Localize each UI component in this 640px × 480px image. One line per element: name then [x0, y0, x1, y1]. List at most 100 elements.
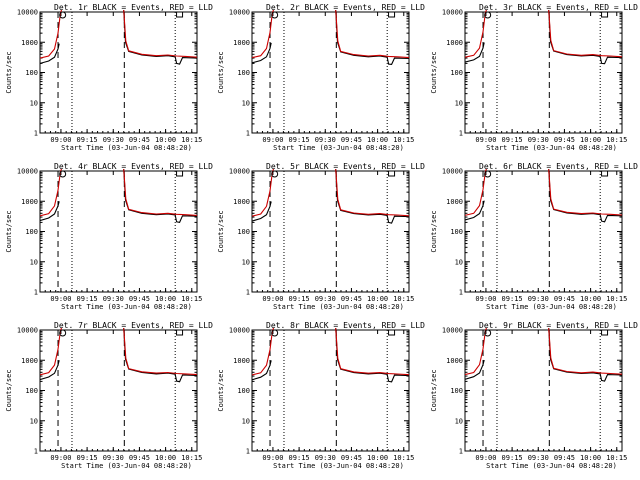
lld-series-line [548, 10, 622, 58]
y-tick-label: 100 [237, 69, 250, 77]
events-series-line [465, 42, 485, 63]
events-series-line [252, 360, 272, 381]
y-tick-label: 100 [25, 387, 38, 395]
top-circle-marker [59, 11, 67, 19]
y-tick-label: 10000 [17, 168, 38, 176]
x-tick-label: 09:45 [554, 295, 575, 303]
x-tick-label: 09:45 [554, 136, 575, 144]
chart-panel-2: Det. 2r BLACK = Events, RED = LLD 1 10 100 1… [217, 3, 425, 152]
x-tick-label: 09:00 [475, 295, 496, 303]
chart-panel-8: Det. 8r BLACK = Events, RED = LLD 1 10 100 1… [217, 321, 425, 470]
x-tick-label: 09:30 [103, 136, 124, 144]
chart-panel-9: Det. 9r BLACK = Events, RED = LLD 1 10 100 1… [430, 321, 638, 470]
lld-series-line [335, 169, 409, 217]
x-tick-label: 09:45 [554, 454, 575, 462]
plot-frame [39, 329, 198, 452]
y-tick-label: 1000 [233, 39, 250, 47]
x-tick-label: 09:15 [77, 454, 98, 462]
x-tick-label: 09:30 [315, 136, 336, 144]
series-group [252, 169, 409, 224]
y-tick-label: 1000 [233, 357, 250, 365]
y-tick-label: 1 [459, 448, 463, 456]
events-series-line [40, 43, 60, 64]
x-tick-label: 09:45 [341, 295, 362, 303]
x-tick-label: 09:30 [315, 295, 336, 303]
x-axis-label: Start Time (03-Jun-04 08:48:20) [273, 462, 404, 470]
x-tick-label: 10:00 [155, 136, 176, 144]
y-tick-label: 10 [242, 99, 250, 107]
y-tick-label: 100 [237, 228, 250, 236]
x-tick-label: 10:15 [606, 295, 627, 303]
x-tick-label: 09:45 [129, 454, 150, 462]
x-tick-label: 10:15 [606, 136, 627, 144]
x-tick-label: 09:00 [50, 454, 71, 462]
lld-series-line [548, 328, 622, 375]
x-axis-label: Start Time (03-Jun-04 08:48:20) [486, 144, 617, 152]
top-square-marker [176, 171, 184, 177]
y-tick-label: 10 [242, 258, 250, 266]
y-tick-label: 100 [450, 228, 463, 236]
x-tick-label: 10:00 [580, 136, 601, 144]
y-tick-label: 10 [455, 258, 463, 266]
y-tick-label: 10000 [17, 327, 38, 335]
y-tick-label: 1000 [446, 39, 463, 47]
x-axis-label: Start Time (03-Jun-04 08:48:20) [61, 144, 192, 152]
y-tick-label: 10000 [229, 327, 250, 335]
y-tick-label: 10 [30, 99, 38, 107]
x-tick-label: 09:45 [129, 295, 150, 303]
y-tick-label: 10000 [442, 327, 463, 335]
top-square-marker [176, 12, 184, 18]
top-circle-marker [59, 170, 67, 178]
x-tick-label: 09:45 [341, 454, 362, 462]
chart-title: Det. 5r BLACK = Events, RED = LLD [266, 162, 425, 171]
series-group [465, 10, 622, 65]
y-axis-label: Counts/sec [5, 51, 13, 93]
y-tick-label: 10 [30, 258, 38, 266]
top-circle-marker [271, 329, 279, 337]
x-tick-label: 09:00 [262, 295, 283, 303]
y-tick-label: 1000 [21, 39, 38, 47]
y-tick-label: 1 [246, 448, 250, 456]
x-axis-label: Start Time (03-Jun-04 08:48:20) [61, 303, 192, 311]
chart-panel-7: Det. 7r BLACK = Events, RED = LLD 1 10 100 1… [5, 321, 213, 470]
top-circle-marker [271, 170, 279, 178]
chart-panel-5: Det. 5r BLACK = Events, RED = LLD 1 10 100 1… [217, 162, 425, 311]
top-square-marker [388, 330, 396, 336]
x-tick-label: 10:15 [181, 136, 202, 144]
y-axis-label: Counts/sec [5, 369, 13, 411]
lld-series-line [465, 10, 487, 58]
y-tick-label: 1000 [21, 357, 38, 365]
x-tick-label: 09:00 [262, 136, 283, 144]
chart-title: Det. 9r BLACK = Events, RED = LLD [479, 321, 638, 330]
chart-title: Det. 8r BLACK = Events, RED = LLD [266, 321, 425, 330]
lld-series-line [123, 328, 197, 376]
x-tick-label: 10:00 [580, 454, 601, 462]
events-series-line [40, 360, 60, 381]
y-axis-label: Counts/sec [430, 210, 438, 252]
y-tick-label: 10 [455, 417, 463, 425]
chart-panel-6: Det. 6r BLACK = Events, RED = LLD 1 10 100 1… [430, 162, 638, 311]
series-group [465, 328, 622, 382]
y-tick-label: 1 [34, 130, 38, 138]
x-tick-label: 10:15 [606, 454, 627, 462]
x-tick-label: 10:15 [181, 295, 202, 303]
events-series-line [252, 42, 272, 64]
x-axis-label: Start Time (03-Jun-04 08:48:20) [486, 303, 617, 311]
events-series-line [465, 359, 485, 380]
x-tick-label: 10:00 [155, 295, 176, 303]
y-tick-label: 10000 [229, 9, 250, 17]
x-tick-label: 10:15 [393, 295, 414, 303]
y-axis-label: Counts/sec [430, 369, 438, 411]
plot-frame [251, 329, 410, 452]
x-axis-label: Start Time (03-Jun-04 08:48:20) [273, 144, 404, 152]
lld-series-line [335, 10, 409, 59]
top-square-marker [601, 12, 609, 18]
x-tick-label: 09:30 [528, 136, 549, 144]
x-tick-label: 09:15 [289, 454, 310, 462]
chart-panel-1: Det. 1r BLACK = Events, RED = LLD 1 10 100 1… [5, 3, 213, 152]
chart-panel-4: Det. 4r BLACK = Events, RED = LLD 1 10 100 1… [5, 162, 213, 311]
x-axis-label: Start Time (03-Jun-04 08:48:20) [273, 303, 404, 311]
top-square-marker [601, 330, 609, 336]
plot-frame [464, 329, 623, 452]
x-tick-label: 09:30 [528, 295, 549, 303]
